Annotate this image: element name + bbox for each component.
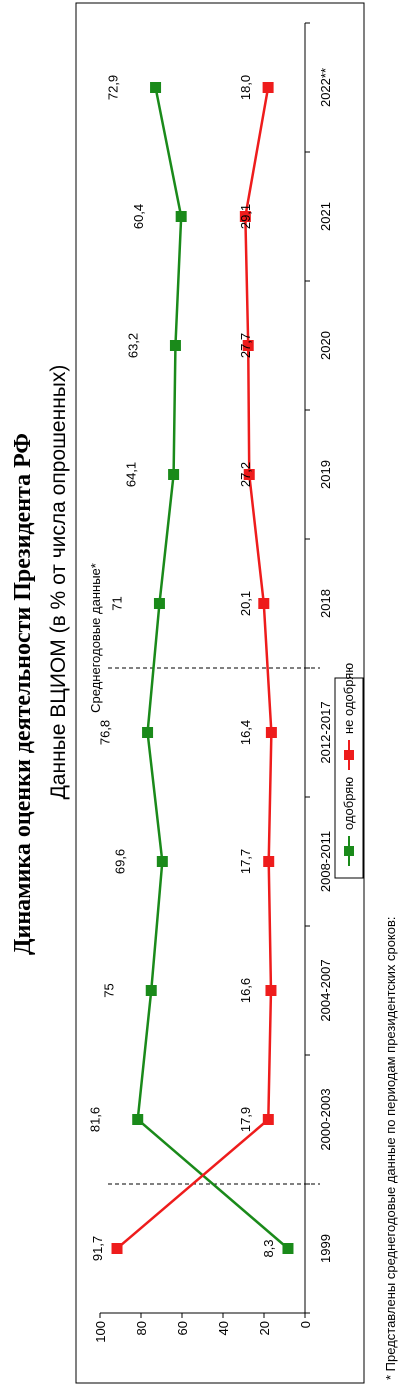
legend-box: [334, 677, 364, 879]
x-tick-label: 2021: [318, 202, 333, 231]
data-label: 20,1: [238, 591, 253, 616]
data-point: [265, 727, 277, 738]
data-point: [262, 1114, 274, 1125]
y-tick-label: 100: [93, 1321, 108, 1343]
x-tick-label: 2008-2011: [318, 831, 333, 892]
data-point: [111, 1243, 123, 1254]
x-tick-label: 1999: [318, 1234, 333, 1263]
data-point: [239, 211, 251, 222]
data-label: 91,7: [90, 1236, 105, 1261]
y-tick-label: 0: [298, 1321, 313, 1328]
legend-label-approve: одобряю: [341, 777, 356, 830]
legend-marker-approve: [344, 846, 354, 856]
data-label: 64,1: [124, 462, 139, 487]
data-point: [242, 340, 254, 351]
data-point: [265, 985, 277, 996]
data-label: 16,6: [238, 978, 253, 1003]
chart-subtitle: Данные ВЦИОМ (в % от числа опрошенных): [47, 365, 70, 800]
data-point: [142, 727, 154, 738]
chart-title: Динамика оценки деятельности Президента …: [10, 433, 36, 955]
annotation-text: Среднегодовые данные*: [88, 563, 103, 713]
data-label: 69,6: [112, 849, 127, 874]
footnote: * Представлены среднегодовые данные по п…: [383, 917, 398, 1381]
data-label: 76,8: [98, 720, 113, 745]
y-tick-label: 60: [175, 1321, 190, 1335]
data-point: [258, 598, 270, 609]
data-label: 27,2: [238, 462, 253, 487]
legend: одобряю не одобряю: [334, 663, 364, 879]
data-point: [169, 340, 181, 351]
data-label: 29,1: [238, 204, 253, 229]
x-tick-label: 2012-2017: [318, 701, 333, 763]
data-label: 18,0: [238, 75, 253, 100]
data-label: 71: [109, 596, 124, 610]
x-tick-label: 2019: [318, 460, 333, 489]
data-point: [132, 1114, 144, 1125]
legend-marker-disapprove: [344, 750, 354, 760]
plot-frame: [75, 2, 365, 1384]
data-label: 27,7: [238, 333, 253, 358]
data-point: [156, 856, 168, 867]
series-line-0: [136, 87, 289, 1250]
data-label: 60,4: [131, 204, 146, 229]
data-point: [168, 469, 180, 480]
data-label: 16,4: [238, 720, 253, 745]
data-label: 72,9: [106, 75, 121, 100]
x-tick-label: 2022**: [318, 68, 333, 107]
data-point: [262, 82, 274, 93]
y-tick-label: 80: [134, 1321, 149, 1335]
data-point: [150, 82, 162, 93]
data-point: [263, 856, 275, 867]
data-point: [282, 1243, 294, 1254]
data-point: [145, 985, 157, 996]
data-label: 17,7: [238, 849, 253, 874]
data-point: [175, 211, 187, 222]
data-point: [243, 469, 255, 480]
x-tick-label: 2020: [318, 331, 333, 360]
series-line-1: [116, 87, 273, 1250]
axes: 0 20 40 60 80 100 1999 2000-2003 2004-2007 2008-2…: [93, 22, 333, 1343]
data-label: 63,2: [125, 333, 140, 358]
legend-label-disapprove: не одобряю: [341, 663, 356, 734]
data-point: [153, 598, 165, 609]
data-label: 81,6: [88, 1107, 103, 1132]
x-tick-label: 2004-2007: [318, 959, 333, 1021]
x-tick-label: 2000-2003: [318, 1088, 333, 1150]
data-label: 17,9: [238, 1107, 253, 1132]
data-label: 8,3: [261, 1239, 276, 1257]
marks: 8,3 81,6 75 69,6 76,8 71 64,1 63,2 60,4 72,9 91,7 1…: [88, 75, 294, 1261]
y-tick-label: 40: [216, 1321, 231, 1335]
data-label: 75: [101, 983, 116, 997]
y-tick-label: 20: [257, 1321, 272, 1335]
x-tick-label: 2018: [318, 589, 333, 618]
